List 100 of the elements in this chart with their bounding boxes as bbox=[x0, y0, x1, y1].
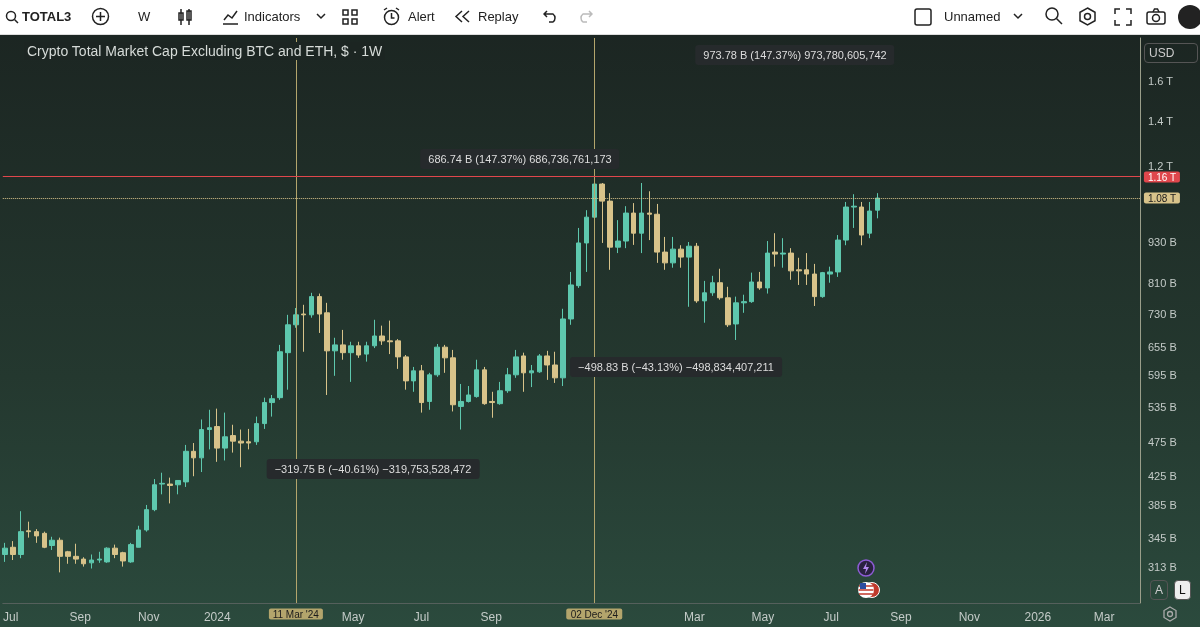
candlestick bbox=[89, 554, 94, 570]
candlestick bbox=[230, 424, 236, 454]
text: Replay bbox=[478, 9, 519, 24]
candlestick bbox=[301, 304, 306, 353]
candlestick bbox=[175, 479, 181, 495]
candlestick bbox=[97, 551, 102, 564]
candlestick bbox=[81, 556, 86, 568]
annotation: −498.83 B (−43.13%) −498,834,407,211 bbox=[570, 357, 782, 377]
text: W bbox=[138, 9, 151, 24]
x-tick-label: Jul bbox=[413, 610, 430, 624]
chart-title: Crypto Total Market Cap Excluding BTC and ETH, $ · 1W bbox=[24, 42, 386, 60]
x-tick-label: May bbox=[341, 610, 365, 624]
x-tick-label: 2026 bbox=[1024, 610, 1052, 624]
candlestick bbox=[757, 271, 762, 291]
text: Unnamed bbox=[944, 9, 1001, 24]
candlestick bbox=[639, 182, 644, 254]
x-tick-label: Mar bbox=[1093, 610, 1115, 624]
candlestick bbox=[73, 543, 79, 565]
x-tick-label: May bbox=[751, 610, 775, 624]
candlestick bbox=[702, 280, 707, 324]
candlestick bbox=[285, 314, 291, 391]
y-tick-label: 930 B bbox=[1148, 236, 1177, 249]
candlestick bbox=[42, 531, 47, 549]
candlestick bbox=[387, 320, 393, 355]
candlestick bbox=[859, 201, 864, 246]
candlestick bbox=[497, 381, 503, 406]
text: USD bbox=[1144, 43, 1198, 63]
candlestick bbox=[254, 416, 259, 446]
y-tick-label: 1.4 T bbox=[1148, 114, 1174, 127]
candlestick bbox=[513, 349, 519, 379]
candlestick bbox=[65, 550, 71, 565]
ref-line-label: 02 Dec '24 bbox=[566, 608, 623, 620]
x-tick-label: Jul bbox=[3, 610, 19, 624]
candlestick bbox=[442, 344, 448, 374]
text: A bbox=[1150, 580, 1169, 600]
candlestick bbox=[560, 308, 566, 387]
candlestick bbox=[772, 232, 778, 268]
candlestick bbox=[780, 237, 786, 269]
candlestick bbox=[584, 209, 589, 273]
candlestick bbox=[717, 268, 723, 301]
annotation: 686.74 B (147.37%) 686,736,761,173 bbox=[420, 149, 620, 169]
candlestick bbox=[183, 444, 189, 488]
candlestick bbox=[332, 337, 338, 377]
candlestick bbox=[489, 391, 495, 419]
candlestick bbox=[835, 234, 841, 278]
y-tick-label: 655 B bbox=[1148, 340, 1177, 353]
candlestick bbox=[686, 241, 692, 308]
y-tick-label: 313 B bbox=[1148, 560, 1177, 573]
candlestick bbox=[207, 409, 212, 450]
candlestick bbox=[749, 272, 754, 304]
candlestick bbox=[18, 510, 24, 559]
candlestick bbox=[104, 546, 110, 564]
candlestick bbox=[246, 428, 251, 450]
candlestick bbox=[222, 412, 228, 461]
annotation: 973.78 B (147.37%) 973,780,605,742 bbox=[695, 45, 895, 65]
candlestick bbox=[167, 477, 173, 504]
x-tick-label: Nov bbox=[958, 610, 981, 624]
candlestick bbox=[427, 372, 432, 411]
candlestick bbox=[765, 240, 770, 295]
candlestick bbox=[317, 293, 322, 334]
candlestick bbox=[49, 536, 55, 551]
x-tick-label: 2024 bbox=[203, 610, 231, 624]
ref-line-label: 11 Mar '24 bbox=[268, 608, 323, 620]
text: L bbox=[1174, 580, 1191, 600]
y-tick-label: 345 B bbox=[1148, 531, 1177, 544]
y-tick-label: 730 B bbox=[1148, 308, 1177, 321]
candlestick bbox=[843, 201, 849, 246]
candlestick bbox=[128, 542, 134, 564]
candlestick bbox=[26, 521, 31, 539]
candlestick bbox=[678, 244, 684, 269]
candlestick bbox=[450, 349, 456, 412]
candlestick bbox=[733, 296, 739, 341]
y-tick-label: 1.2 T bbox=[1148, 160, 1174, 173]
candlestick bbox=[411, 366, 416, 393]
candlestick bbox=[136, 525, 141, 548]
candlestick bbox=[403, 354, 409, 391]
candlestick bbox=[552, 351, 558, 384]
candlestick bbox=[120, 551, 126, 568]
candlestick bbox=[356, 341, 361, 359]
candlestick bbox=[804, 252, 809, 286]
candlestick bbox=[615, 219, 621, 254]
candlestick bbox=[875, 192, 880, 219]
candlestick bbox=[10, 540, 16, 561]
text: Alert bbox=[408, 9, 435, 24]
candlestick bbox=[262, 397, 267, 430]
candlestick bbox=[238, 429, 244, 468]
candlestick bbox=[159, 472, 165, 495]
candlestick bbox=[340, 329, 346, 361]
x-tick-label: Sep bbox=[480, 610, 503, 624]
candlestick bbox=[348, 341, 354, 383]
x-tick-label: Jul bbox=[823, 610, 839, 624]
candlestick bbox=[34, 528, 39, 544]
candlestick bbox=[576, 227, 581, 289]
candlestick bbox=[152, 478, 157, 512]
x-tick-label: Sep bbox=[890, 610, 912, 624]
candlestick bbox=[851, 193, 857, 229]
candlestick bbox=[466, 385, 471, 404]
candlestick bbox=[482, 366, 487, 406]
candlestick bbox=[379, 325, 385, 346]
candlestick bbox=[324, 302, 330, 396]
